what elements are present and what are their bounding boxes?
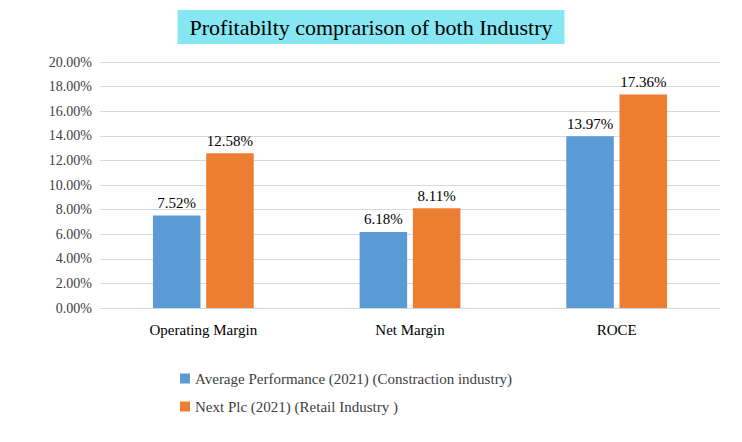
svg-text:8.00%: 8.00% (56, 202, 93, 217)
svg-text:4.00%: 4.00% (56, 251, 93, 266)
svg-text:7.52%: 7.52% (157, 195, 196, 211)
svg-text:2.00%: 2.00% (56, 276, 93, 291)
svg-text:8.11%: 8.11% (418, 188, 456, 204)
svg-text:20.00%: 20.00% (49, 55, 93, 70)
svg-text:6.18%: 6.18% (364, 211, 403, 227)
svg-text:13.97%: 13.97% (567, 116, 613, 132)
svg-text:Net Margin: Net Margin (375, 322, 445, 338)
svg-text:18.00%: 18.00% (49, 79, 93, 94)
svg-text:Operating Margin: Operating Margin (150, 322, 258, 338)
svg-text:Next Plc (2021) (Retail Indust: Next Plc (2021) (Retail Industry ) (195, 399, 398, 416)
svg-text:17.36%: 17.36% (620, 74, 666, 90)
svg-text:12.58%: 12.58% (207, 133, 253, 149)
svg-text:16.00%: 16.00% (49, 104, 93, 119)
svg-text:ROCE: ROCE (597, 322, 637, 338)
svg-text:10.00%: 10.00% (49, 178, 93, 193)
svg-text:Average Performance (2021) (Co: Average Performance (2021) (Constraction… (195, 371, 512, 388)
svg-text:Profitabilty comprarison of bo: Profitabilty comprarison of both Industr… (190, 15, 553, 40)
svg-text:12.00%: 12.00% (49, 153, 93, 168)
svg-text:14.00%: 14.00% (49, 128, 93, 143)
svg-text:0.00%: 0.00% (56, 301, 93, 316)
svg-text:6.00%: 6.00% (56, 227, 93, 242)
